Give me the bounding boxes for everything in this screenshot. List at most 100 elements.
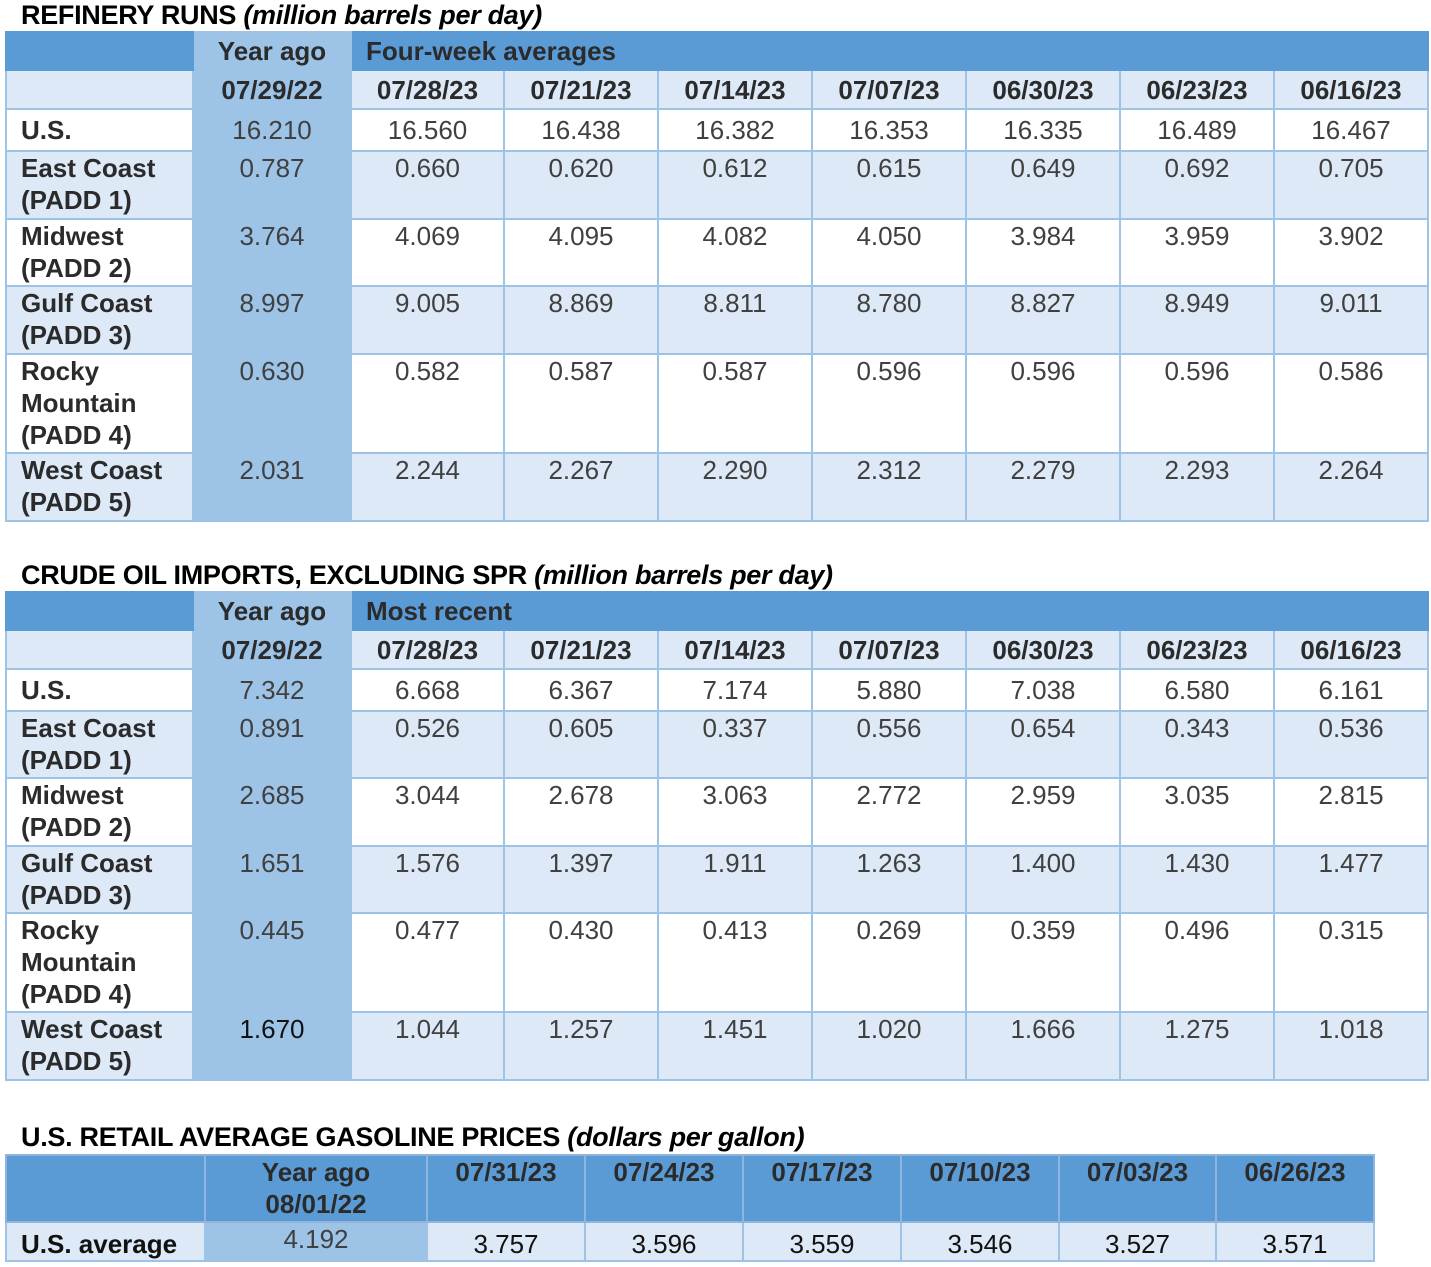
value-cell: 2.815	[1272, 777, 1430, 847]
table-row: Rocky Mountain (PADD 4) 0.445 0.477 0.430 0.41…	[5, 912, 1430, 1013]
date-header: 07/28/23	[350, 69, 505, 110]
row-label: West Coast (PADD 5)	[5, 1011, 194, 1081]
value-cell: 2.279	[965, 452, 1121, 522]
value-cell: 1.911	[657, 845, 813, 914]
value-cell: 7.038	[965, 668, 1121, 712]
value-cell: 1.477	[1272, 845, 1430, 914]
group-header: Four-week averages	[349, 31, 1430, 71]
value-cell: 16.382	[657, 108, 813, 152]
value-cell: 8.869	[503, 285, 659, 355]
value-cell: 0.596	[965, 353, 1121, 454]
row-label-line: Mountain	[21, 388, 137, 418]
value-cell: 8.811	[657, 285, 813, 355]
value-cell: 1.020	[811, 1011, 967, 1081]
value-cell: 0.526	[350, 710, 505, 779]
corner-cell	[5, 31, 194, 71]
value-cell: 3.559	[742, 1221, 902, 1262]
row-label: U.S.	[5, 668, 194, 712]
value-cell: 2.678	[503, 777, 659, 847]
row-label-line: East Coast	[21, 713, 156, 743]
year-ago-date: 07/29/22	[192, 69, 352, 110]
year-ago-value: 8.997	[192, 285, 352, 355]
value-cell: 0.654	[965, 710, 1121, 779]
row-label: Rocky Mountain (PADD 4)	[5, 912, 194, 1013]
year-ago-value: 1.651	[192, 845, 352, 914]
value-cell: 3.571	[1215, 1221, 1375, 1262]
year-ago-value: 0.445	[192, 912, 352, 1013]
table-row: Midwest (PADD 2) 3.764 4.069 4.095 4.082 4.050…	[5, 218, 1430, 287]
date-header: 06/30/23	[965, 629, 1121, 670]
table-row: Rocky Mountain (PADD 4) 0.630 0.582 0.587 0.58…	[5, 353, 1430, 454]
value-cell: 6.580	[1119, 668, 1275, 712]
row-label-line: Mountain	[21, 947, 137, 977]
year-ago-value: 16.210	[192, 108, 352, 152]
table-row: U.S. 16.210 16.560 16.438 16.382 16.353 16.335…	[5, 108, 1430, 152]
row-label-line: (PADD 4)	[21, 420, 132, 450]
date-header: 06/16/23	[1272, 629, 1430, 670]
gasoline-unit: (dollars per gallon)	[567, 1122, 805, 1152]
row-label-line: Midwest	[21, 221, 124, 251]
value-cell: 1.576	[350, 845, 505, 914]
value-cell: 7.174	[657, 668, 813, 712]
value-cell: 0.605	[503, 710, 659, 779]
value-cell: 0.315	[1272, 912, 1430, 1013]
value-cell: 3.044	[350, 777, 505, 847]
date-header: 07/31/23	[426, 1154, 586, 1223]
imports-unit: (million barrels per day)	[534, 560, 833, 590]
value-cell: 0.587	[503, 353, 659, 454]
imports-title: CRUDE OIL IMPORTS, EXCLUDING SPR (millio…	[21, 560, 833, 591]
value-cell: 0.343	[1119, 710, 1275, 779]
value-cell: 0.705	[1272, 150, 1430, 220]
date-header: 07/07/23	[811, 69, 967, 110]
group-header: Most recent	[349, 591, 1430, 631]
value-cell: 4.069	[350, 218, 505, 287]
group-header-row: Year ago Most recent	[5, 591, 1430, 631]
value-cell: 4.050	[811, 218, 967, 287]
row-label: Midwest (PADD 2)	[5, 777, 194, 847]
value-cell: 2.290	[657, 452, 813, 522]
year-ago-value: 1.670	[192, 1011, 352, 1081]
row-label-line: East Coast	[21, 153, 156, 183]
value-cell: 1.257	[503, 1011, 659, 1081]
value-cell: 0.430	[503, 912, 659, 1013]
value-cell: 3.984	[965, 218, 1121, 287]
header-row: Year ago 08/01/22 07/31/23 07/24/23 07/17/23…	[5, 1154, 1375, 1223]
row-label-line: (PADD 1)	[21, 745, 132, 775]
row-label: Gulf Coast (PADD 3)	[5, 845, 194, 914]
value-cell: 2.959	[965, 777, 1121, 847]
value-cell: 16.335	[965, 108, 1121, 152]
imports-title-text: CRUDE OIL IMPORTS, EXCLUDING SPR	[21, 560, 527, 590]
value-cell: 0.269	[811, 912, 967, 1013]
date-header: 07/24/23	[584, 1154, 744, 1223]
crude-imports-table: Year ago Most recent 07/29/22 07/28/23 07/21…	[5, 591, 1430, 1081]
date-header: 07/14/23	[657, 69, 813, 110]
value-cell: 0.536	[1272, 710, 1430, 779]
value-cell: 5.880	[811, 668, 967, 712]
value-cell: 0.620	[503, 150, 659, 220]
table-row: U.S. average 4.192 3.757 3.596 3.559 3.546 3.5…	[5, 1221, 1375, 1262]
value-cell: 4.095	[503, 218, 659, 287]
row-label-line: West Coast	[21, 1014, 163, 1044]
refinery-title-text: REFINERY RUNS	[21, 0, 237, 30]
row-label-line: (PADD 2)	[21, 253, 132, 283]
table-row: Gulf Coast (PADD 3) 8.997 9.005 8.869 8.811 8.…	[5, 285, 1430, 355]
value-cell: 9.011	[1272, 285, 1430, 355]
date-header: 07/03/23	[1058, 1154, 1217, 1223]
value-cell: 4.082	[657, 218, 813, 287]
date-header: 07/21/23	[503, 69, 659, 110]
value-cell: 2.244	[350, 452, 505, 522]
value-cell: 2.312	[811, 452, 967, 522]
value-cell: 0.413	[657, 912, 813, 1013]
value-cell: 0.586	[1272, 353, 1430, 454]
row-label: Midwest (PADD 2)	[5, 218, 194, 287]
value-cell: 1.400	[965, 845, 1121, 914]
year-ago-value: 3.764	[192, 218, 352, 287]
table-row: East Coast (PADD 1) 0.891 0.526 0.605 0.337 0.…	[5, 710, 1430, 779]
row-label: West Coast (PADD 5)	[5, 452, 194, 522]
date-header: 07/21/23	[503, 629, 659, 670]
value-cell: 3.596	[584, 1221, 744, 1262]
year-ago-header: Year ago 08/01/22	[204, 1154, 428, 1223]
date-header: 06/26/23	[1215, 1154, 1375, 1223]
date-header: 06/16/23	[1272, 69, 1430, 110]
row-label-line: (PADD 1)	[21, 185, 132, 215]
